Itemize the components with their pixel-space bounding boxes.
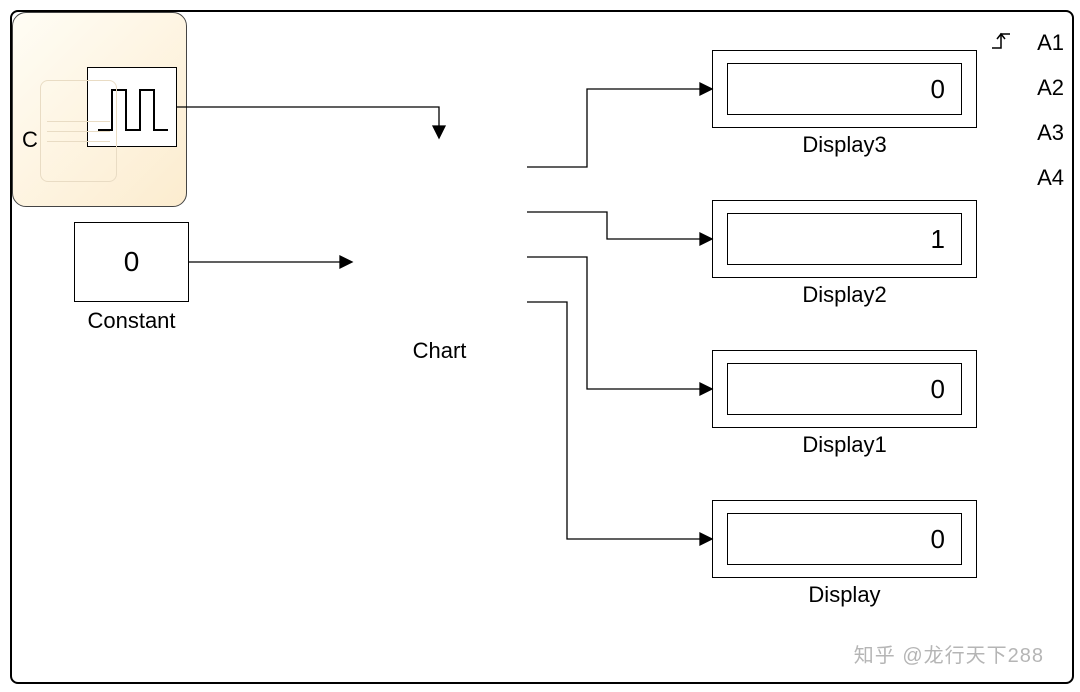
model-canvas[interactable]: 0 Constant C A1 A2 A3 A4 Chart 0 Display… (10, 10, 1074, 684)
wire-A4-to-display (527, 302, 704, 539)
wire-A1-to-display3 (527, 89, 704, 167)
wire-pulse-to-chart (177, 107, 439, 130)
signal-wires (12, 12, 1072, 682)
wire-A2-to-display2 (527, 212, 704, 239)
wire-A3-to-display1 (527, 257, 704, 389)
